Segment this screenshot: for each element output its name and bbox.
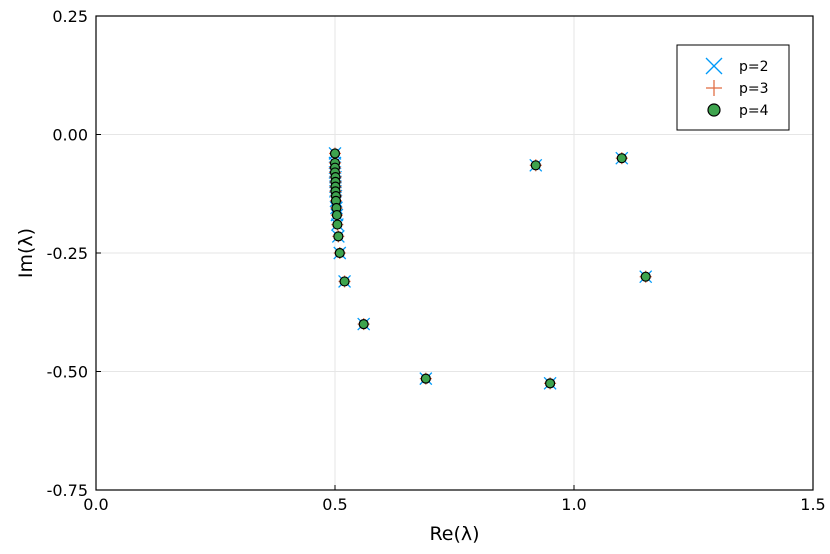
data-point	[329, 148, 341, 159]
data-point	[420, 373, 431, 384]
series-p=3	[329, 147, 652, 390]
data-point	[640, 271, 651, 282]
legend-label: p=4	[739, 103, 769, 119]
data-point	[530, 160, 541, 171]
legend-marker	[705, 57, 723, 75]
data-point	[332, 219, 343, 230]
series-p=2	[328, 147, 653, 390]
legend-marker	[707, 103, 721, 117]
data-point	[544, 378, 556, 389]
data-point	[331, 209, 343, 221]
x-tick-label: 0.5	[322, 495, 347, 514]
y-tick-label: -0.25	[47, 244, 88, 263]
y-tick-label: 0.25	[52, 7, 88, 26]
x-tick-label: 0.0	[83, 495, 108, 514]
data-point	[339, 276, 350, 287]
y-axis-title: Im(λ)	[15, 228, 37, 278]
data-point	[358, 319, 369, 330]
data-point	[333, 231, 344, 242]
legend-box	[676, 44, 790, 131]
data-point	[334, 247, 345, 259]
axis-ticks: 0.0 0.5 1.0 1.5 0.25 0.00 -0.25 -0.50 -0.75	[47, 7, 826, 514]
legend-label: p=2	[739, 59, 769, 75]
legend-entry: p=2	[705, 57, 769, 75]
data-points	[328, 147, 653, 390]
y-tick-label: 0.00	[52, 126, 88, 145]
x-tick-label: 1.5	[800, 495, 825, 514]
legend-entry: p=4	[707, 103, 769, 119]
y-tick-label: -0.50	[47, 363, 88, 382]
legend-marker	[706, 80, 722, 96]
legend: p=2 p=3 p=4	[676, 44, 790, 131]
legend-entry: p=3	[706, 80, 769, 97]
series-p=4	[329, 148, 651, 389]
data-point	[616, 153, 627, 164]
y-tick-label: -0.75	[47, 481, 88, 500]
x-tick-label: 1.0	[561, 495, 586, 514]
legend-label: p=3	[739, 81, 769, 97]
x-axis-title: Re(λ)	[429, 523, 479, 545]
